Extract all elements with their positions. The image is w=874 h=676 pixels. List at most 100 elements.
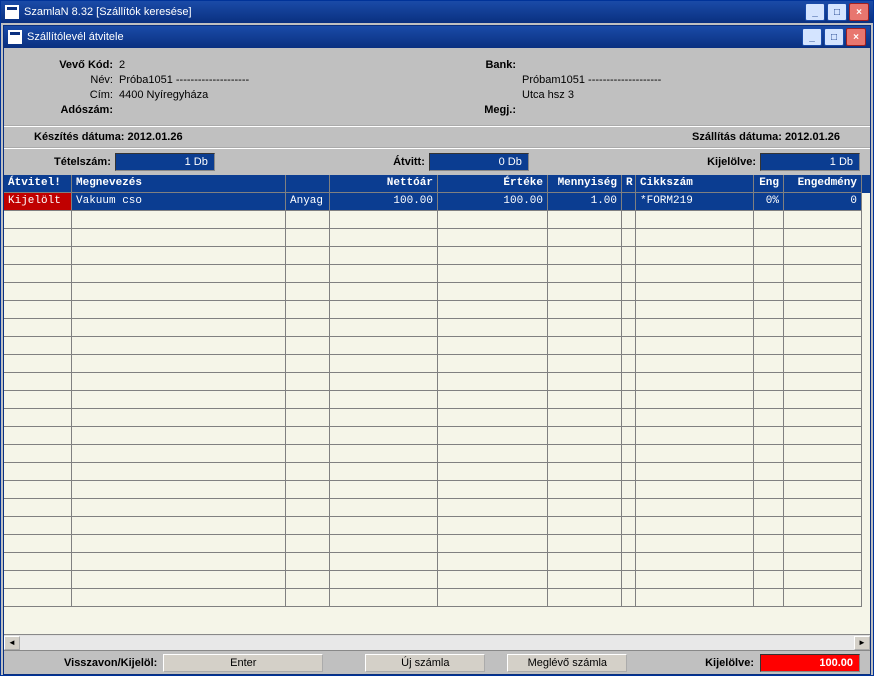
empty-cell[interactable] <box>784 247 862 265</box>
empty-cell[interactable] <box>330 481 438 499</box>
empty-cell[interactable] <box>636 391 754 409</box>
empty-cell[interactable] <box>330 571 438 589</box>
empty-cell[interactable] <box>784 391 862 409</box>
empty-cell[interactable] <box>4 481 72 499</box>
empty-cell[interactable] <box>286 463 330 481</box>
inner-minimize-button[interactable]: _ <box>802 28 822 46</box>
empty-cell[interactable] <box>784 283 862 301</box>
empty-cell[interactable] <box>548 553 622 571</box>
empty-cell[interactable] <box>754 445 784 463</box>
table-row[interactable] <box>4 409 870 427</box>
scroll-right-icon[interactable]: ► <box>854 636 870 650</box>
empty-cell[interactable] <box>548 535 622 553</box>
table-body[interactable]: Kijelölt Vakuum cso Anyag 100.00 100.00 … <box>4 193 870 634</box>
empty-cell[interactable] <box>636 409 754 427</box>
empty-cell[interactable] <box>754 589 784 607</box>
empty-cell[interactable] <box>784 445 862 463</box>
col-megnevezes[interactable]: Megnevezés <box>72 175 286 193</box>
empty-cell[interactable] <box>636 211 754 229</box>
empty-cell[interactable] <box>636 427 754 445</box>
empty-cell[interactable] <box>72 283 286 301</box>
empty-cell[interactable] <box>622 409 636 427</box>
empty-cell[interactable] <box>548 499 622 517</box>
empty-cell[interactable] <box>784 229 862 247</box>
table-row[interactable] <box>4 319 870 337</box>
cell-anyag[interactable]: Anyag <box>286 193 330 211</box>
cell-r[interactable] <box>622 193 636 211</box>
empty-cell[interactable] <box>784 373 862 391</box>
cell-menny[interactable]: 1.00 <box>548 193 622 211</box>
table-row[interactable] <box>4 445 870 463</box>
col-spacer[interactable] <box>286 175 330 193</box>
col-engedmeny[interactable]: Engedmény <box>784 175 862 193</box>
empty-cell[interactable] <box>4 391 72 409</box>
empty-cell[interactable] <box>4 319 72 337</box>
empty-cell[interactable] <box>548 589 622 607</box>
empty-cell[interactable] <box>622 283 636 301</box>
empty-cell[interactable] <box>330 337 438 355</box>
empty-cell[interactable] <box>784 589 862 607</box>
col-atvitel[interactable]: Átvitel! <box>4 175 72 193</box>
empty-cell[interactable] <box>4 427 72 445</box>
empty-cell[interactable] <box>438 463 548 481</box>
empty-cell[interactable] <box>438 589 548 607</box>
empty-cell[interactable] <box>330 319 438 337</box>
empty-cell[interactable] <box>622 481 636 499</box>
empty-cell[interactable] <box>636 445 754 463</box>
empty-cell[interactable] <box>622 247 636 265</box>
empty-cell[interactable] <box>330 553 438 571</box>
empty-cell[interactable] <box>4 445 72 463</box>
empty-cell[interactable] <box>438 409 548 427</box>
meglevo-szamla-button[interactable]: Meglévő számla <box>507 654 627 672</box>
col-mennyiseg[interactable]: Mennyiség <box>548 175 622 193</box>
empty-cell[interactable] <box>636 247 754 265</box>
empty-cell[interactable] <box>438 355 548 373</box>
empty-cell[interactable] <box>548 517 622 535</box>
empty-cell[interactable] <box>330 265 438 283</box>
empty-cell[interactable] <box>636 319 754 337</box>
empty-cell[interactable] <box>784 517 862 535</box>
empty-cell[interactable] <box>548 355 622 373</box>
empty-cell[interactable] <box>754 535 784 553</box>
empty-cell[interactable] <box>72 571 286 589</box>
inner-close-button[interactable]: × <box>846 28 866 46</box>
empty-cell[interactable] <box>72 211 286 229</box>
table-row[interactable] <box>4 229 870 247</box>
empty-cell[interactable] <box>286 499 330 517</box>
empty-cell[interactable] <box>286 337 330 355</box>
empty-cell[interactable] <box>754 517 784 535</box>
empty-cell[interactable] <box>4 571 72 589</box>
empty-cell[interactable] <box>330 535 438 553</box>
empty-cell[interactable] <box>754 481 784 499</box>
empty-cell[interactable] <box>286 409 330 427</box>
empty-cell[interactable] <box>636 265 754 283</box>
empty-cell[interactable] <box>622 589 636 607</box>
table-row[interactable] <box>4 481 870 499</box>
empty-cell[interactable] <box>438 301 548 319</box>
table-row[interactable] <box>4 283 870 301</box>
empty-cell[interactable] <box>754 409 784 427</box>
empty-cell[interactable] <box>754 247 784 265</box>
empty-cell[interactable] <box>754 211 784 229</box>
empty-cell[interactable] <box>784 265 862 283</box>
empty-cell[interactable] <box>784 499 862 517</box>
empty-cell[interactable] <box>330 517 438 535</box>
empty-cell[interactable] <box>622 499 636 517</box>
table-row[interactable] <box>4 499 870 517</box>
empty-cell[interactable] <box>636 373 754 391</box>
empty-cell[interactable] <box>72 445 286 463</box>
empty-cell[interactable] <box>754 463 784 481</box>
empty-cell[interactable] <box>636 481 754 499</box>
empty-cell[interactable] <box>4 355 72 373</box>
table-row[interactable] <box>4 337 870 355</box>
empty-cell[interactable] <box>286 265 330 283</box>
table-row[interactable] <box>4 427 870 445</box>
minimize-button[interactable]: _ <box>805 3 825 21</box>
empty-cell[interactable] <box>754 229 784 247</box>
empty-cell[interactable] <box>4 301 72 319</box>
empty-cell[interactable] <box>754 337 784 355</box>
empty-cell[interactable] <box>784 211 862 229</box>
scroll-track[interactable] <box>20 636 854 650</box>
col-r[interactable]: R <box>622 175 636 193</box>
scroll-left-icon[interactable]: ◄ <box>4 636 20 650</box>
